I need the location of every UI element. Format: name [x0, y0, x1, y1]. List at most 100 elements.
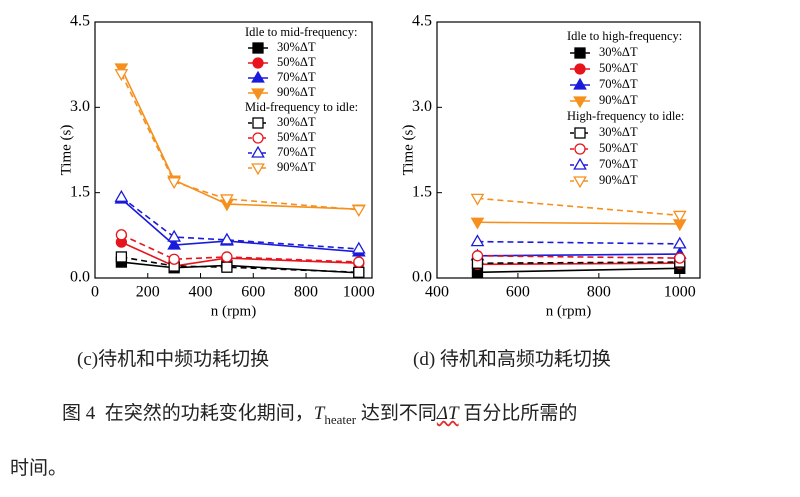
- legend-label: 90%ΔT: [599, 173, 638, 187]
- marker: [470, 234, 485, 247]
- series-line: [477, 197, 680, 217]
- marker: [220, 232, 234, 245]
- series-line: [477, 240, 680, 245]
- marker: [353, 266, 365, 278]
- marker: [252, 117, 264, 129]
- marker: [114, 189, 129, 202]
- marker: [114, 63, 129, 76]
- marker: [574, 47, 586, 59]
- series-line: [477, 255, 680, 259]
- series-line: [477, 261, 680, 265]
- y-axis-label: Time (s): [400, 125, 416, 176]
- series-line: [121, 241, 359, 267]
- x-tick-label: 600: [241, 284, 265, 301]
- series-line: [120, 67, 359, 210]
- series-line: [477, 262, 680, 266]
- x-tick-label: 0: [91, 284, 99, 301]
- marker: [251, 70, 265, 83]
- caption-text: 在突然的功耗变化期间，: [104, 403, 314, 424]
- x-tick-label: 800: [587, 284, 611, 301]
- legend-header: Mid-frequency to idle:: [245, 100, 358, 114]
- legend-label: 30%ΔT: [277, 115, 316, 129]
- legend-label: 90%ΔT: [599, 93, 638, 107]
- legend-label: 30%ΔT: [599, 125, 638, 139]
- caption-text: 达到不同: [356, 403, 437, 424]
- y-tick-label: 3.0: [70, 98, 90, 115]
- legend-label: 90%ΔT: [277, 160, 316, 174]
- caption-figure: 图 4: [62, 403, 96, 424]
- legend-label: 50%ΔT: [277, 55, 316, 69]
- series-line: [121, 234, 359, 263]
- x-tick-label: 800: [294, 284, 318, 301]
- marker: [115, 229, 128, 241]
- legend-label: 30%ΔT: [599, 45, 638, 59]
- legend-label: 50%ΔT: [599, 61, 638, 75]
- legend-header: High-frequency to idle:: [567, 109, 684, 123]
- marker: [471, 250, 484, 262]
- marker: [351, 241, 366, 254]
- marker: [252, 132, 264, 144]
- marker: [674, 252, 686, 264]
- marker: [672, 210, 687, 223]
- marker: [252, 42, 264, 54]
- legend-label: 70%ΔT: [599, 77, 638, 91]
- x-tick-label: 400: [425, 284, 449, 301]
- marker: [168, 253, 180, 265]
- series-line: [121, 256, 359, 274]
- x-axis-label: n (rpm): [546, 303, 591, 319]
- caption-text: 百分比所需的: [458, 403, 578, 424]
- y-tick-label: 4.5: [412, 13, 432, 30]
- marker: [115, 251, 128, 263]
- series-line: [120, 198, 359, 253]
- y-tick-label: 0.0: [412, 269, 432, 286]
- marker: [574, 127, 586, 139]
- marker: [470, 217, 485, 230]
- legend-label: 50%ΔT: [277, 130, 316, 144]
- series-line: [120, 196, 359, 250]
- marker: [251, 88, 265, 101]
- x-tick-label: 600: [506, 284, 530, 301]
- legend-label: 90%ΔT: [277, 85, 316, 99]
- figure-caption: 时间。: [10, 458, 68, 479]
- marker: [672, 236, 687, 249]
- marker: [251, 163, 265, 176]
- series-line: [120, 73, 359, 211]
- marker: [167, 237, 182, 250]
- marker: [114, 69, 129, 82]
- y-tick-label: 0.0: [70, 269, 90, 286]
- legend-header: Idle to mid-frequency:: [245, 25, 357, 39]
- series-line: [477, 267, 680, 274]
- y-axis-label: Time (s): [58, 125, 74, 176]
- plot-frame: [436, 21, 701, 279]
- marker: [574, 63, 586, 75]
- marker: [251, 145, 265, 158]
- legend-label: 70%ΔT: [277, 70, 316, 84]
- marker: [221, 261, 233, 273]
- y-tick-label: 4.5: [70, 13, 90, 30]
- marker: [573, 96, 587, 109]
- caption-delta: ΔT: [436, 403, 459, 424]
- marker: [573, 157, 587, 170]
- marker: [353, 256, 365, 268]
- series-line: [477, 221, 680, 225]
- x-tick-label: 1000: [343, 284, 375, 301]
- marker: [221, 251, 233, 263]
- subplot-label: (c)待机和中频功耗切换: [77, 349, 270, 370]
- plot-frame: [94, 21, 373, 279]
- x-tick-label: 400: [189, 284, 213, 301]
- marker: [220, 194, 234, 207]
- x-axis-label: n (rpm): [211, 303, 256, 319]
- figure-caption: 图 4 在突然的功耗变化期间，Theater 达到不同ΔT 百分比所需的: [62, 398, 577, 428]
- figure: 0.0 1.5 3.0 4.5 0 200 400 600 800 1000 n (rpm) Time…: [58, 13, 701, 319]
- legend-label: 50%ΔT: [599, 141, 638, 155]
- y-tick-label: 1.5: [412, 183, 432, 200]
- x-tick-label: 200: [136, 284, 160, 301]
- caption-symbol: T: [313, 403, 325, 424]
- marker: [573, 77, 587, 90]
- caption-subscript: heater: [324, 411, 357, 427]
- marker: [351, 205, 366, 218]
- subplot-label: (d) 待机和高频功耗切换: [413, 349, 611, 370]
- x-tick-label: 1000: [664, 284, 696, 301]
- marker: [470, 193, 485, 206]
